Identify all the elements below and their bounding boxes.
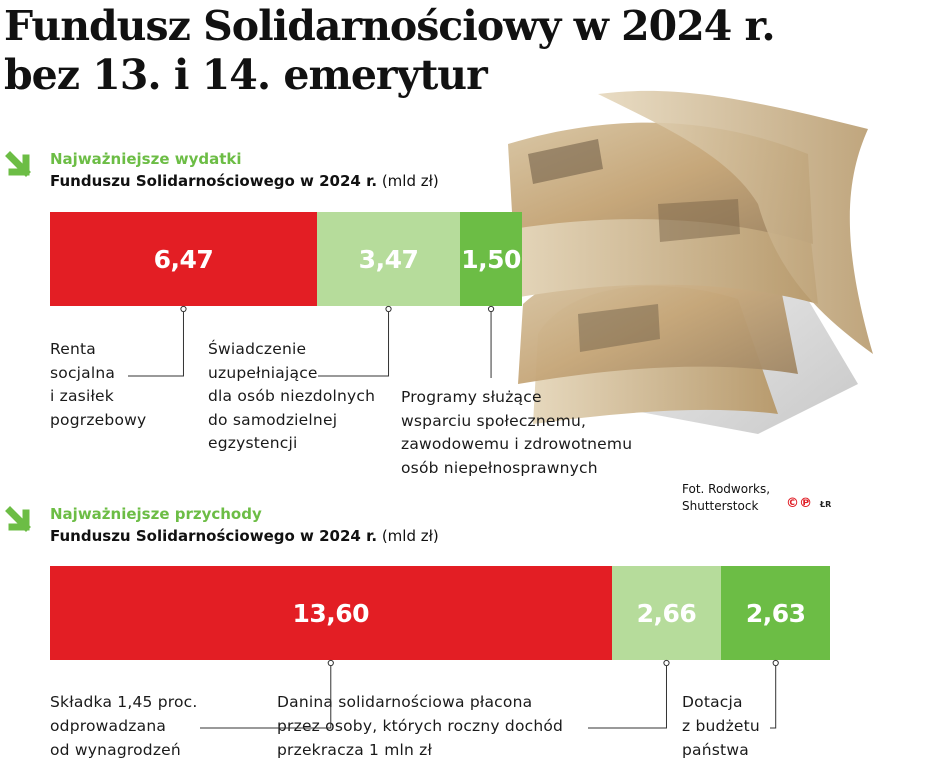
revenues-subtitle-bold: Funduszu Solidarnościowego w 2024 r.	[50, 527, 378, 545]
bar-segment: 13,60	[50, 566, 612, 660]
title-line-2: bez 13. i 14. emerytur	[4, 51, 488, 99]
category-label-line: uzupełniające	[208, 363, 318, 382]
bar-value-label: 6,47	[153, 244, 214, 274]
category-label-line: państwa	[682, 741, 749, 759]
leader-dot	[663, 659, 670, 667]
bar-value-label: 2,63	[745, 598, 806, 628]
expenses-subtitle-bold: Funduszu Solidarnościowego w 2024 r.	[50, 172, 378, 190]
category-label-line: przekracza 1 mln zł	[277, 741, 433, 759]
category-label-line: z budżetu	[682, 717, 760, 735]
leader-dot	[385, 305, 392, 313]
category-label-line: Składka 1,45 proc.	[50, 693, 198, 711]
bar-segment: 2,63	[721, 566, 830, 660]
leader-line	[770, 663, 777, 729]
photo-credit: Fot. Rodworks, Shutterstock	[682, 481, 770, 515]
revenues-bar: 13,60 2,66 2,63	[50, 566, 830, 660]
leader-line	[128, 309, 184, 377]
category-label-line: i zasiłek	[50, 387, 114, 405]
leader-line	[200, 663, 332, 729]
title-line-1: Fundusz Solidarnościowy w 2024 r.	[4, 2, 776, 50]
category-label-line: dla osób niezdolnych	[208, 387, 376, 405]
bar-segment: 2,66	[611, 566, 722, 660]
category-label: Dotacja z budżetu państwa	[682, 690, 760, 760]
banknotes-calendar-photo	[498, 90, 873, 434]
bar-segment: 3,47	[316, 212, 461, 306]
revenues-subtitle: Funduszu Solidarnościowego w 2024 r. (ml…	[50, 527, 439, 545]
category-label-line: pogrzebowy	[50, 410, 147, 429]
category-label-line: Świadczenie	[208, 340, 307, 358]
category-label: Programy służące wsparciu społecznemu, zaw…	[401, 386, 632, 480]
category-label-line: przez osoby, których roczny dochód	[277, 717, 564, 735]
bar-value-label: 2,66	[636, 598, 697, 628]
leader-dot	[327, 659, 334, 667]
banknote-print	[658, 199, 740, 242]
bar-segment: 6,47	[50, 212, 317, 306]
bar-segment: 1,50	[460, 212, 522, 306]
category-label-line: zawodowemu i zdrowotnemu	[401, 435, 633, 453]
category-label-line: wsparciu społecznemu,	[401, 411, 587, 430]
author-initials: ŁR	[820, 500, 832, 509]
category-label-line: do samodzielnej	[208, 410, 338, 429]
page-title: Fundusz Solidarnościowy w 2024 r. bez 13…	[4, 2, 904, 100]
expenses-unit: (mld zł)	[381, 172, 439, 190]
banknote	[598, 90, 873, 354]
revenues-unit: (mld zł)	[381, 527, 439, 545]
banknote-print	[528, 139, 603, 184]
category-label-line: Dotacja	[682, 693, 743, 711]
expenses-subtitle: Funduszu Solidarnościowego w 2024 r. (ml…	[50, 172, 439, 190]
leader-dot	[180, 305, 187, 313]
category-label-line: Programy służące	[401, 388, 542, 406]
bar-value-label: 3,47	[358, 244, 419, 274]
photo-credit-line-2: Shutterstock	[682, 499, 759, 513]
publisher-logo: ©℗	[786, 496, 812, 511]
leader-dot	[772, 659, 779, 667]
leader-line	[318, 309, 390, 377]
leader-line	[588, 663, 667, 729]
category-label-line: Renta	[50, 340, 97, 358]
category-label: Świadczenie uzupełniające dla osób niezdol…	[208, 338, 375, 456]
arrow-down-right-icon	[5, 151, 31, 177]
category-label: Składka 1,45 proc. odprowadzana od wynagro…	[50, 690, 198, 760]
category-label-line: socjalna	[50, 363, 116, 382]
bar-value-label: 13,60	[292, 598, 370, 628]
category-label-line: egzystencji	[208, 434, 298, 452]
category-label: Danina solidarnościowa płacona przez osob…	[277, 690, 563, 760]
category-label-line: osób niepełnosprawnych	[401, 458, 598, 477]
leader-dot	[487, 305, 495, 313]
arrow-down-right-icon	[5, 506, 31, 532]
banknote-print	[578, 304, 660, 352]
category-label-line: odprowadzana	[50, 717, 167, 735]
revenues-heading: Najważniejsze przychody	[50, 505, 262, 523]
category-label: Renta socjalna i zasiłek pogrzebowy	[50, 338, 146, 432]
category-label-line: Danina solidarnościowa płacona	[277, 693, 533, 711]
expenses-bar: 6,47 3,47 1,50	[50, 212, 522, 306]
expenses-heading: Najważniejsze wydatki	[50, 150, 242, 168]
bar-value-label: 1,50	[461, 244, 521, 274]
banknote	[518, 259, 798, 384]
photo-credit-line-1: Fot. Rodworks,	[682, 482, 771, 496]
category-label-line: od wynagrodzeń	[50, 741, 181, 759]
